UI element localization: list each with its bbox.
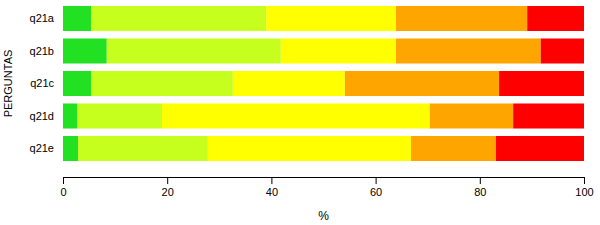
bar-segment [78, 136, 208, 161]
chart: 0 20 40 60 80 100 q21a q21b q21c q21d q21e% PERGUNT… [0, 0, 600, 225]
x-tick-mark [63, 177, 64, 184]
y-tick: q21e [30, 142, 54, 154]
y-tick-label: q21b [30, 45, 54, 57]
bar-segment [541, 38, 584, 63]
x-tick-mark [480, 177, 481, 184]
bar-segment [91, 71, 233, 96]
bar-segment [396, 6, 527, 31]
x-tick: 0 [60, 177, 66, 198]
y-tick-label: q21c [30, 77, 54, 89]
bar-segment [527, 6, 584, 31]
bar-segment [63, 38, 107, 63]
x-tick-mark [167, 177, 168, 184]
x-tick: 20 [162, 177, 174, 198]
x-tick-label: 40 [266, 186, 278, 198]
y-tick-label: q21d [30, 110, 54, 122]
bar-segment [63, 136, 78, 161]
x-tick-mark [376, 177, 377, 184]
x-tick: 40 [266, 177, 278, 198]
y-axis-title: PERGUNTAS [2, 50, 14, 118]
x-tick: 80 [474, 177, 486, 198]
y-tick: q21a [30, 12, 55, 24]
x-tick: 100 [575, 177, 593, 198]
bars [63, 6, 584, 161]
bar-segment [345, 71, 499, 96]
bar-segment [411, 136, 496, 161]
x-axis-line [64, 178, 585, 185]
bar-segment [162, 103, 430, 128]
y-tick: q21c [30, 77, 54, 89]
bar-segment [208, 136, 411, 161]
x-tick-label: 60 [370, 186, 382, 198]
bar-segment [77, 103, 162, 128]
y-axis: q21a q21b q21c q21d q21e [30, 12, 55, 154]
x-tick-label: 100 [575, 186, 593, 198]
bar-segment [63, 71, 91, 96]
bar-segment [496, 136, 584, 161]
bar-segment [107, 38, 281, 63]
bar-segment [91, 6, 266, 31]
x-tick-label: 20 [162, 186, 174, 198]
y-tick: q21d [30, 110, 54, 122]
bar-segment [281, 38, 396, 63]
y-tick-label: q21e [30, 142, 54, 154]
x-tick-mark [584, 177, 585, 184]
x-tick-mark [271, 177, 272, 184]
bar-segment [430, 103, 513, 128]
x-axis-title: % [318, 209, 329, 223]
x-tick-label: 80 [474, 186, 486, 198]
bar-segment [499, 71, 584, 96]
y-tick-label: q21a [30, 12, 55, 24]
x-tick: 60 [370, 177, 382, 198]
bar-segment [63, 103, 77, 128]
bar-segment [513, 103, 584, 128]
bar-segment [266, 6, 396, 31]
bar-segment [63, 6, 91, 31]
bar-segment [233, 71, 345, 96]
x-tick-label: 0 [60, 186, 66, 198]
y-tick: q21b [30, 45, 54, 57]
x-axis: 0 20 40 60 80 100 [60, 177, 593, 198]
bar-segment [396, 38, 541, 63]
